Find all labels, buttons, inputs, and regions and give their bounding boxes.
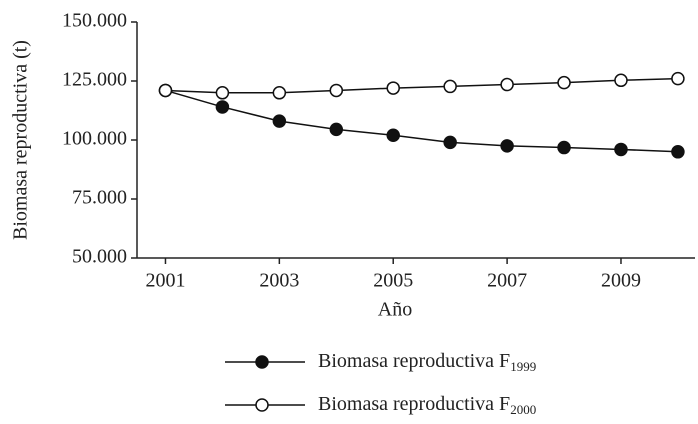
data-point	[329, 83, 344, 98]
data-point	[614, 73, 628, 88]
data-point	[671, 145, 685, 159]
data-point	[443, 79, 457, 94]
series-line	[165, 89, 678, 153]
data-point	[500, 139, 514, 153]
data-point	[443, 135, 457, 150]
data-point	[272, 86, 287, 100]
y-tick-label: 125.000	[62, 69, 127, 91]
data-point	[272, 114, 287, 128]
data-point	[215, 100, 230, 114]
x-tick-label: 2007	[487, 270, 527, 292]
data-point	[158, 83, 173, 98]
series-line	[165, 77, 678, 94]
y-tick-label: 75.000	[72, 187, 127, 209]
x-tick-label: 2001	[145, 270, 185, 292]
data-point	[614, 142, 628, 157]
x-tick-label: 2003	[259, 270, 299, 292]
legend-marker	[255, 355, 269, 369]
data-point	[557, 140, 571, 155]
y-tick-label: 150.000	[62, 10, 127, 32]
data-point	[215, 86, 230, 100]
data-point	[500, 77, 514, 92]
legend-label: Biomasa reproductiva F1999	[318, 350, 536, 374]
x-tick-label: 2005	[373, 270, 413, 292]
legend-marker	[255, 398, 269, 412]
x-axis-title: Año	[378, 299, 412, 321]
data-point	[329, 122, 344, 137]
y-tick-label: 50.000	[72, 246, 127, 268]
y-tick-label: 100.000	[62, 128, 127, 150]
data-point	[386, 81, 400, 95]
y-axis-title: Biomasa reproductiva (t)	[10, 40, 32, 240]
data-point	[557, 75, 571, 90]
data-point	[671, 71, 685, 86]
x-tick-label: 2009	[601, 270, 641, 292]
legend-label: Biomasa reproductiva F2000	[318, 393, 536, 417]
data-point	[386, 128, 400, 143]
